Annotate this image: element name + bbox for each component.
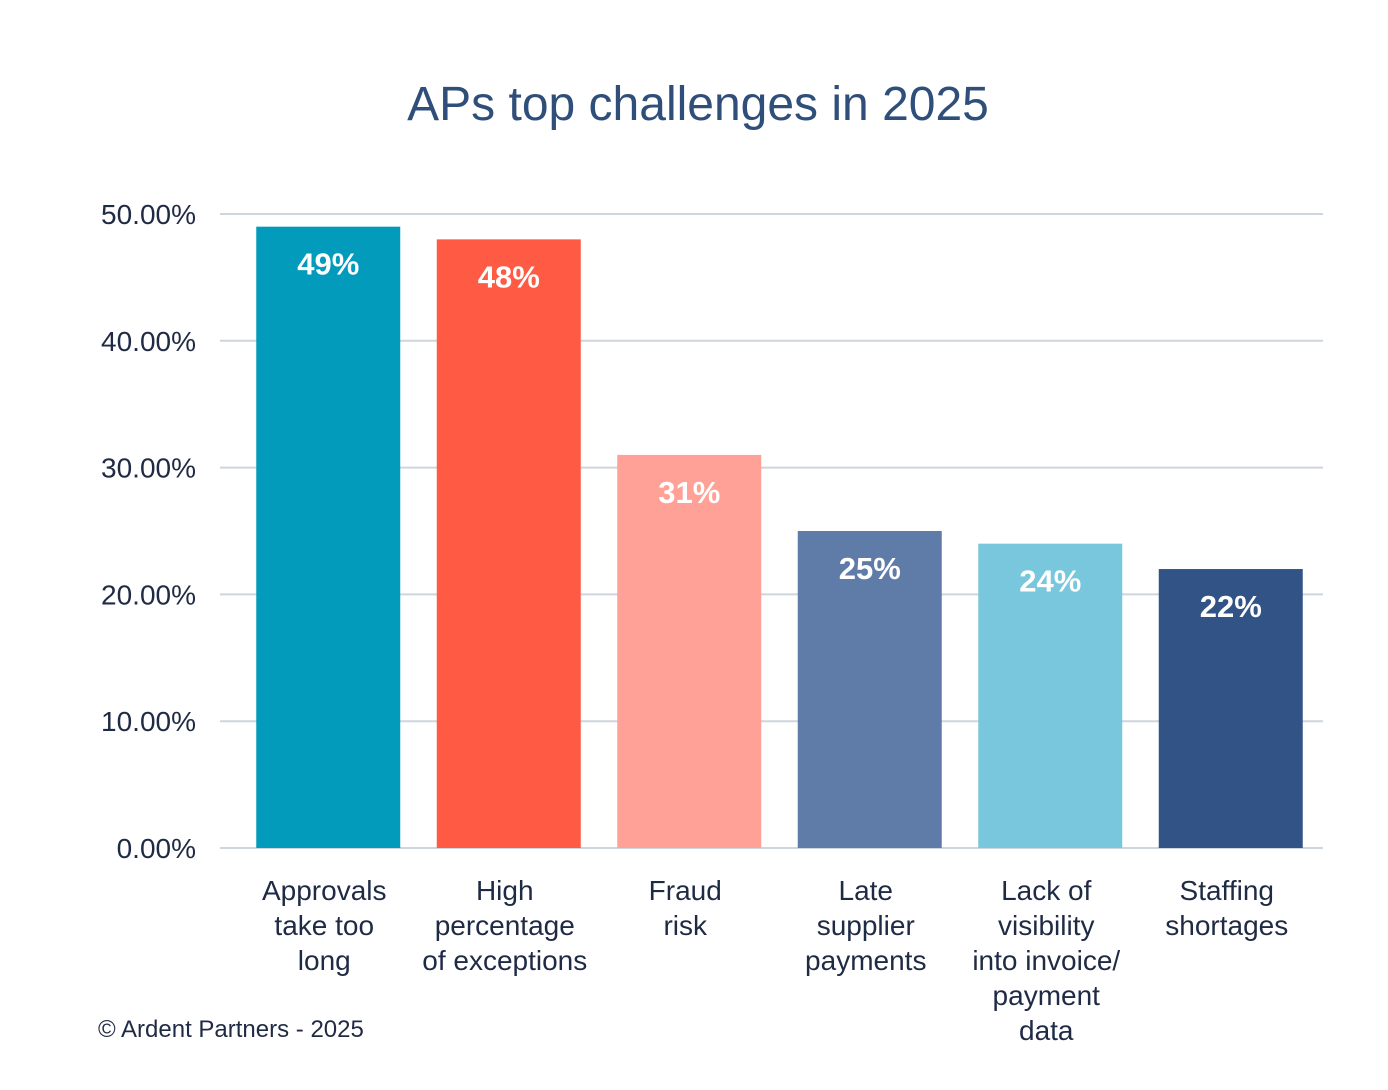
chart-title: APs top challenges in 2025 [407,78,989,131]
x-tick-label-line: risk [663,910,708,941]
x-tick-label-line: into invoice/ [972,945,1120,976]
y-tick-label: 40.00% [101,326,196,357]
bar [256,226,401,848]
x-tick-label: Lack of visibility into invoice/payment dat… [972,875,1120,1046]
x-tick-label-line: percentage [435,910,575,941]
bar [617,454,762,848]
x-tick-label-line: High [476,875,534,906]
y-tick-label: 30.00% [101,453,196,484]
y-tick-label: 50.00% [101,199,196,230]
x-tick-label-line: Lack of [1001,875,1091,906]
data-label: 31% [658,475,720,510]
x-tick-label: Approvals take too long [262,875,387,976]
data-labels: 49% 48% 31% 25% 24% 22% [297,247,1262,624]
x-tick-label-line: data [1019,1015,1074,1046]
y-tick-label: 0.00% [117,833,196,864]
copyright-footer: © Ardent Partners - 2025 [98,1016,364,1043]
x-tick-label-line: shortages [1165,910,1288,941]
x-tick-label-line: take too [274,910,374,941]
x-tick-label: Late supplier payments [805,875,926,976]
x-tick-label-line: supplier [817,910,915,941]
x-tick-label-line: of exceptions [422,945,587,976]
x-tick-label-line: visibility [998,910,1094,941]
bar [436,239,581,849]
bar [797,531,942,848]
data-label: 48% [478,259,540,294]
x-tick-label: Fraud risk [649,875,722,941]
x-tick-label-line: Staffing [1180,875,1274,906]
bar [1158,569,1303,848]
x-tick-label: High percentage of exceptions [422,875,587,976]
x-tick-label-line: Fraud [649,875,722,906]
data-label: 49% [297,247,359,282]
x-tick-label-line: Approvals [262,875,387,906]
data-label: 24% [1019,564,1081,599]
data-label: 22% [1200,589,1262,624]
x-tick-label: Staffing shortages [1165,875,1288,941]
x-axis: Approvals take too long High percentage of ex… [262,875,1288,1046]
y-axis: 0.00% 10.00% 20.00% 30.00% 40.00% 50.00% [101,199,196,864]
x-tick-label-line: payment [993,980,1101,1011]
y-tick-label: 10.00% [101,706,196,737]
gridlines [220,213,1323,849]
bars [256,226,1303,849]
bar [978,543,1123,848]
data-label: 25% [839,551,901,586]
y-tick-label: 20.00% [101,579,196,610]
x-tick-label-line: Late [839,875,894,906]
x-tick-label-line: long [298,945,351,976]
x-tick-label-line: payments [805,945,926,976]
